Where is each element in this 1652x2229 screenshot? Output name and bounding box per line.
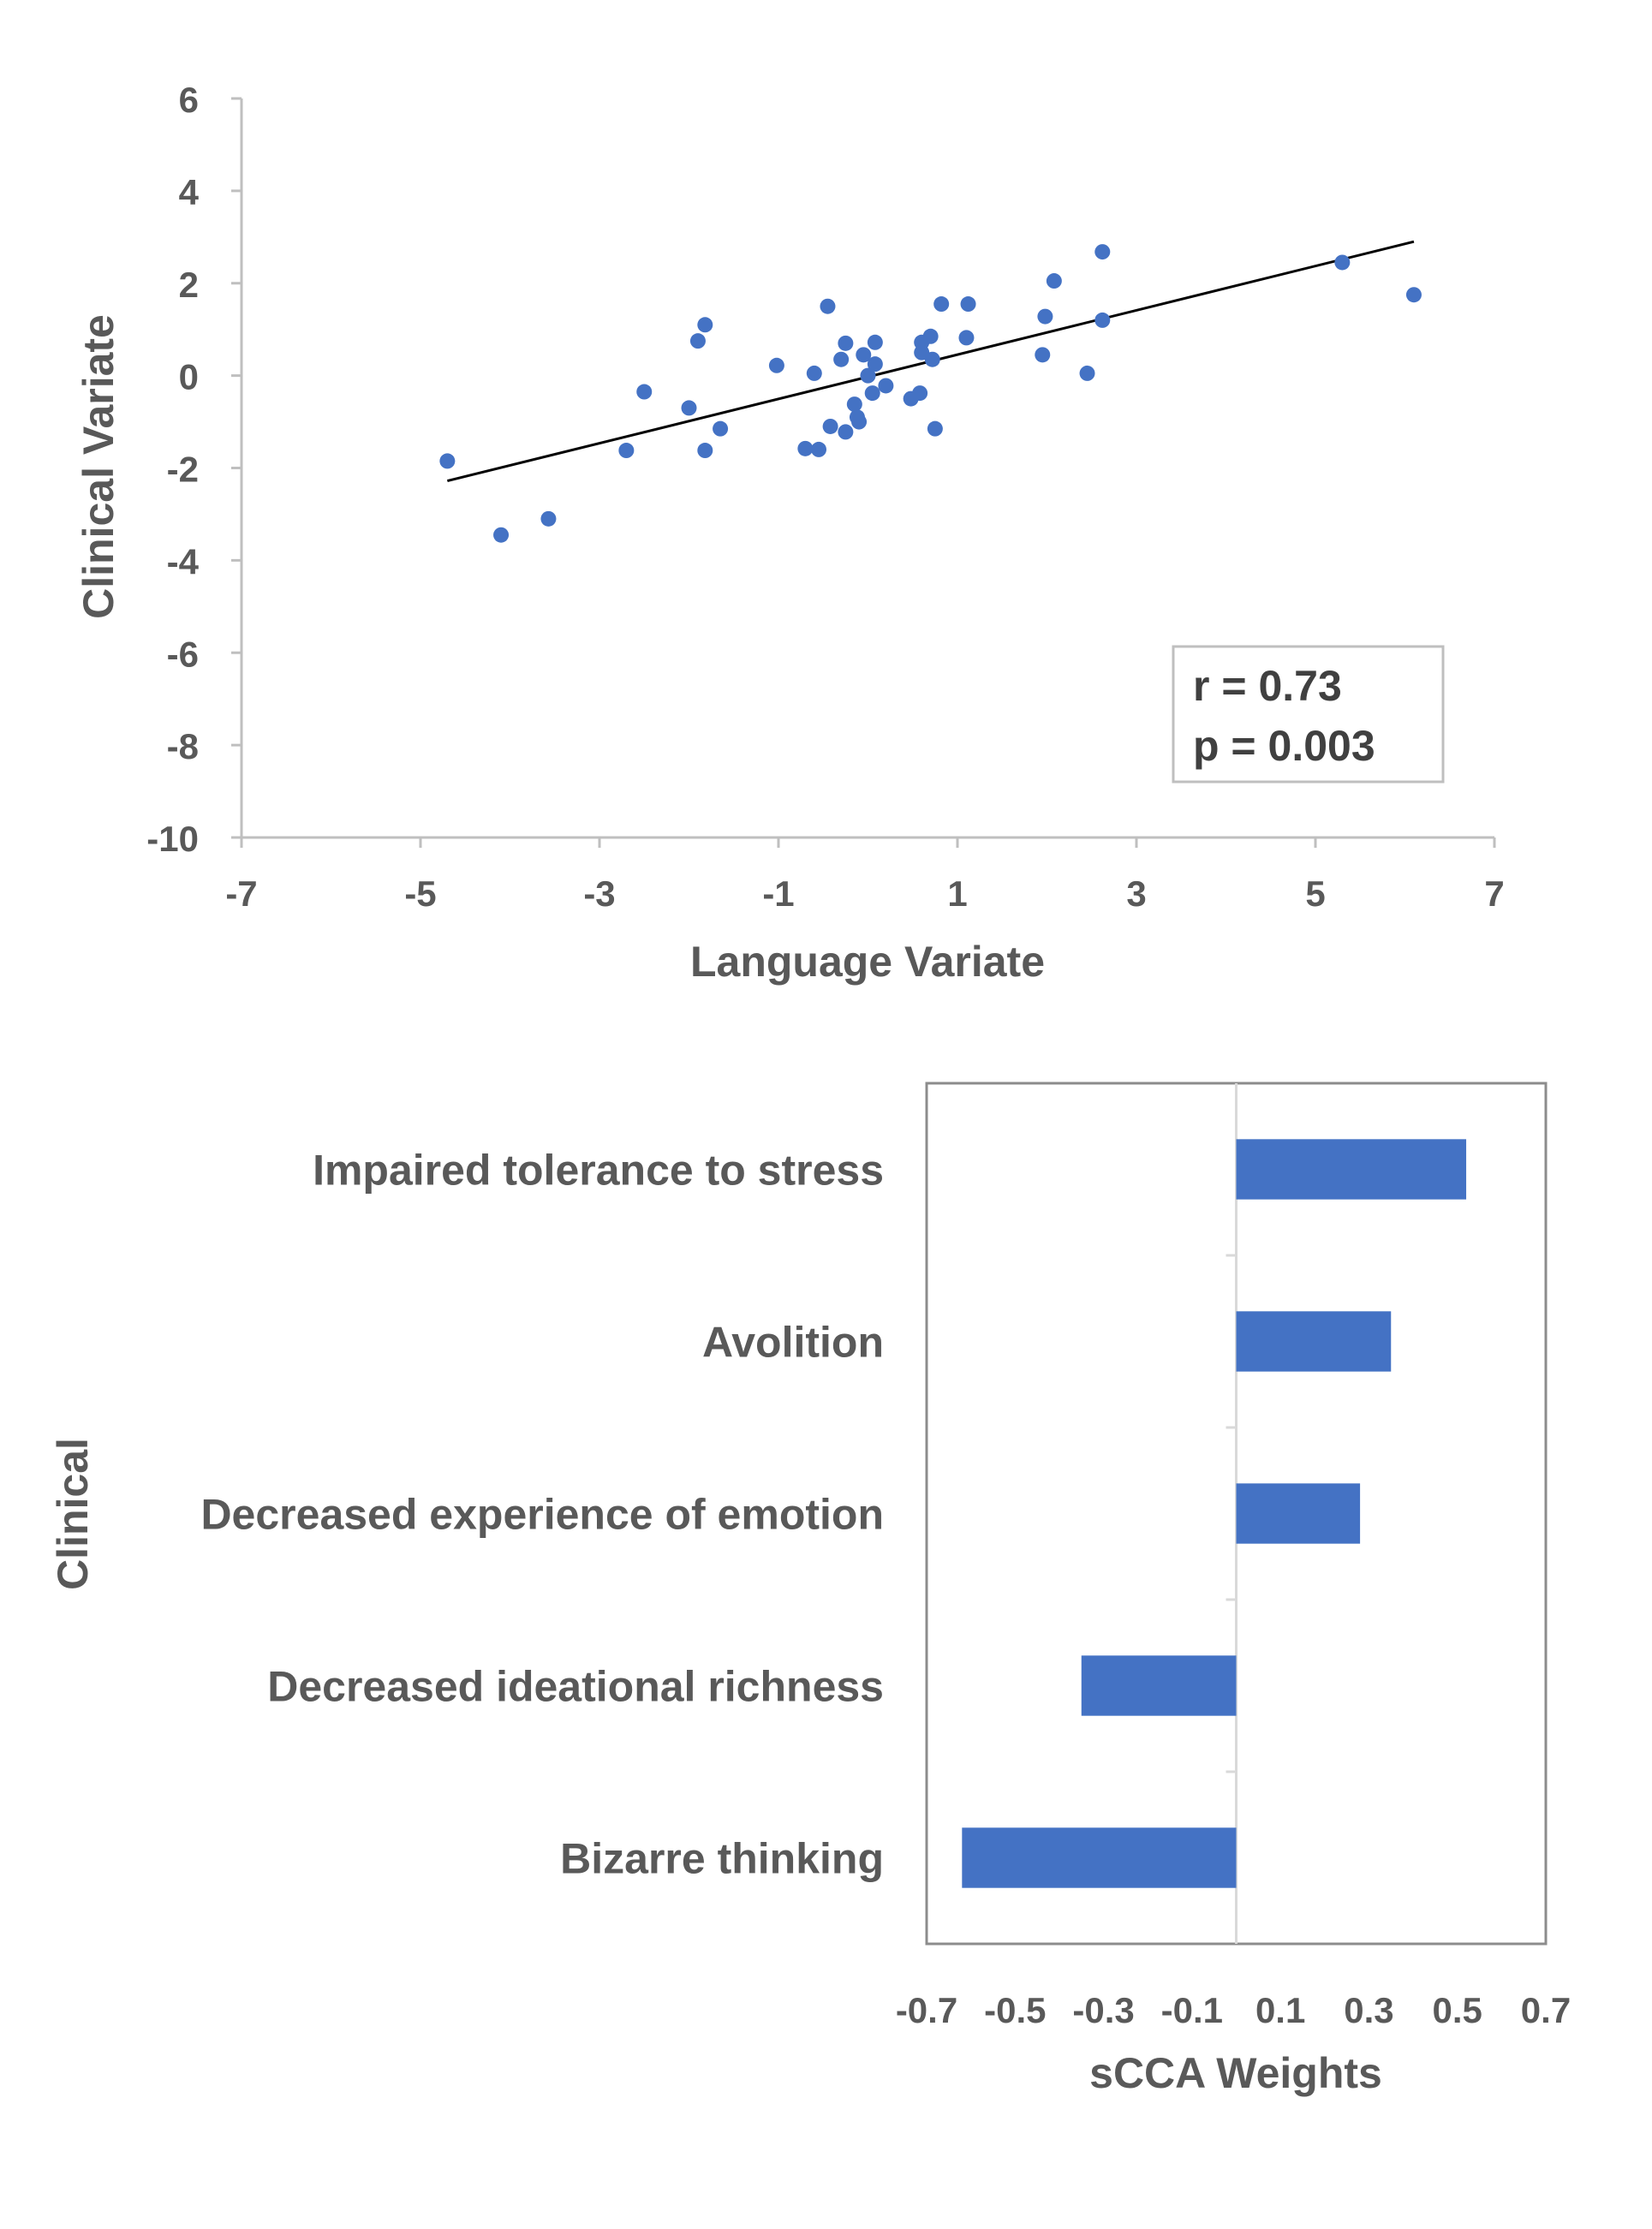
bar-x-tick-label: 0.1 (1255, 1990, 1305, 2030)
data-point (922, 328, 939, 344)
bar (1081, 1655, 1237, 1716)
bar-category-label: Decreased experience of emotion (200, 1491, 884, 1539)
scatter-x-tick-label: -5 (404, 873, 436, 914)
bar-x-tick-label: -0.3 (1072, 1990, 1134, 2030)
data-point (933, 296, 950, 313)
scatter-y-tick-label: -2 (167, 450, 199, 490)
data-point (636, 384, 653, 400)
scatter-points (439, 244, 1422, 543)
data-point (960, 296, 976, 313)
bar-x-tick-label: 0.3 (1344, 1990, 1393, 2030)
data-point (867, 334, 883, 350)
scatter-x-tick-label: 3 (1126, 873, 1146, 914)
scatter-y-tick-label: -10 (146, 819, 199, 859)
bar-x-tick-label: -0.5 (984, 1990, 1046, 2030)
bar-y-axis-label: Clinical (49, 1438, 97, 1590)
scatter-y-tick-label: -4 (167, 541, 200, 581)
bar-category-label: Decreased ideational richness (267, 1663, 884, 1711)
data-point (797, 440, 814, 456)
scatter-x-tick-label: 5 (1305, 873, 1325, 914)
data-point (838, 424, 854, 440)
stats-box-border (1172, 645, 1445, 784)
data-point (860, 367, 876, 384)
data-point (806, 365, 822, 381)
data-point (822, 418, 838, 434)
data-point (820, 298, 836, 314)
scatter-x-tick-label: 7 (1484, 873, 1504, 914)
data-point (1037, 308, 1053, 325)
scatter-y-tick-label: 4 (179, 172, 200, 212)
scatter-x-axis-label: Language Variate (690, 938, 1045, 986)
bar-x-axis-label: sCCA Weights (1089, 2049, 1382, 2097)
bar (1236, 1139, 1467, 1200)
data-point (493, 527, 510, 543)
data-point (689, 333, 706, 349)
data-point (958, 330, 975, 346)
data-point (713, 420, 729, 437)
scatter-y-tick-labels: 6 4 2 0 -2 -4 -6 -8 -10 (146, 80, 199, 859)
data-point (833, 351, 850, 367)
data-point (1035, 347, 1051, 363)
data-point (1405, 287, 1422, 303)
bar (1236, 1311, 1392, 1372)
data-point (846, 396, 862, 413)
scatter-y-tick-label: 6 (179, 80, 199, 120)
bar-x-tick-labels: -0.7 -0.5 -0.3 -0.1 0.1 0.3 0.5 0.7 (896, 1990, 1571, 2030)
p-value-text: p = 0.003 (1193, 722, 1375, 770)
scatter-y-tick-label: -8 (167, 726, 199, 766)
data-point (1094, 244, 1111, 260)
scatter-x-tick-label: -1 (762, 873, 794, 914)
data-point (811, 441, 827, 457)
stats-box: r = 0.73 p = 0.003 (1172, 645, 1445, 784)
scatter-x-tick-label: -3 (583, 873, 615, 914)
data-point (618, 443, 635, 459)
data-point (697, 317, 713, 333)
bar-category-label: Impaired tolerance to stress (313, 1147, 884, 1195)
scatter-y-tick-label: 0 (179, 357, 199, 397)
bar-category-label: Avolition (702, 1319, 884, 1367)
scatter-y-tick-label: 2 (179, 265, 199, 305)
data-point (912, 385, 928, 402)
data-point (439, 453, 456, 469)
correlation-r-text: r = 0.73 (1193, 662, 1342, 710)
data-point (924, 351, 940, 367)
bar-x-tick-label: 0.5 (1433, 1990, 1482, 2030)
data-point (927, 420, 943, 437)
bar-chart: Impaired tolerance to stress Avolition Dec… (49, 1082, 1571, 2097)
data-point (1079, 365, 1095, 381)
data-point (681, 400, 697, 416)
scatter-x-tick-label: -7 (225, 873, 257, 914)
data-point (768, 357, 784, 373)
bar-category-label: Bizarre thinking (560, 1835, 884, 1883)
data-point (856, 347, 872, 363)
bar-x-tick-label: 0.7 (1521, 1990, 1571, 2030)
scatter-y-axis-label: Clinical Variate (75, 314, 122, 619)
bar (962, 1827, 1237, 1888)
data-point (1334, 254, 1351, 271)
data-point (697, 443, 713, 459)
scatter-y-tick-label: -6 (167, 634, 199, 674)
scatter-chart: 6 4 2 0 -2 -4 -6 -8 -10 -7 -5 -3 -1 1 3 5 7 Language Va… (75, 80, 1505, 986)
data-point (867, 356, 883, 372)
data-point (1046, 273, 1062, 289)
bar-category-labels: Impaired tolerance to stress Avolition Dec… (200, 1147, 884, 1883)
scatter-x-tick-label: 1 (947, 873, 967, 914)
scatter-axes (231, 97, 1496, 848)
data-point (851, 414, 868, 430)
bar (1236, 1483, 1361, 1544)
data-point (838, 335, 854, 351)
data-point (864, 385, 880, 402)
data-point (540, 510, 557, 527)
bar-x-tick-label: -0.1 (1161, 1990, 1223, 2030)
scatter-x-tick-labels: -7 -5 -3 -1 1 3 5 7 (225, 873, 1504, 914)
bar-x-tick-label: -0.7 (896, 1990, 957, 2030)
data-point (1094, 312, 1111, 328)
bar-bars (962, 1139, 1467, 1888)
data-point (878, 378, 894, 394)
